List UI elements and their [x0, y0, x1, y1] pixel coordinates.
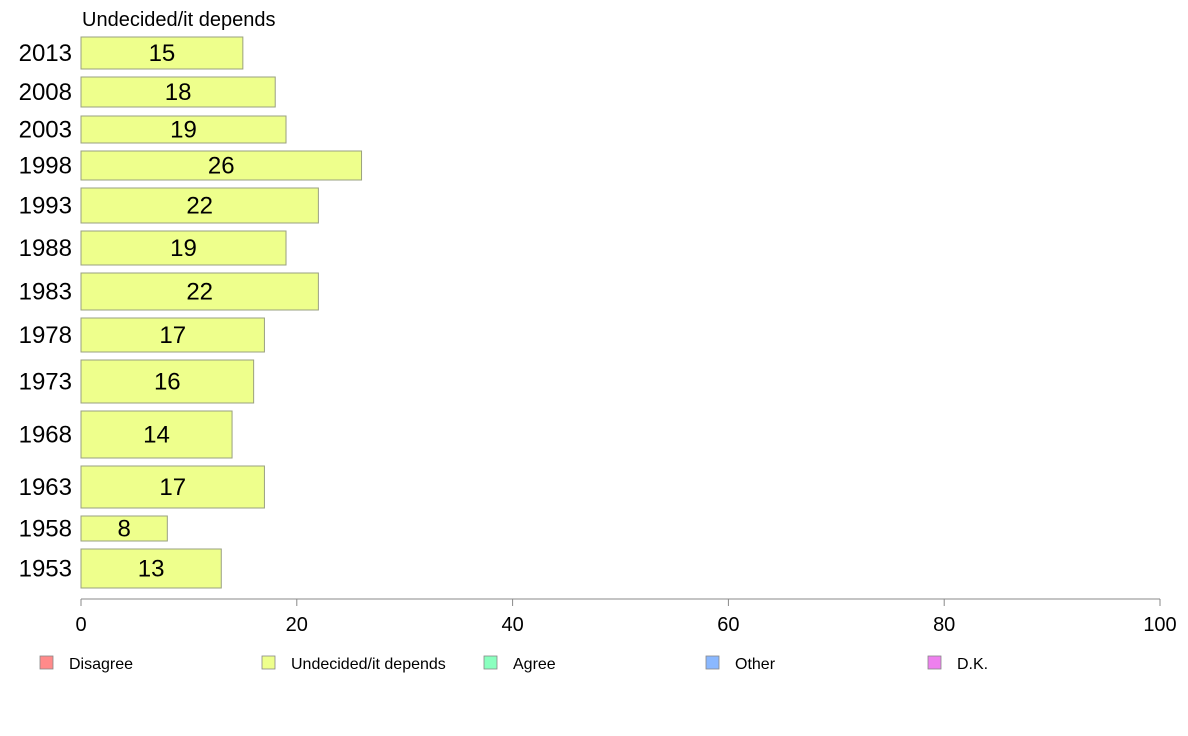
x-tick-label-20: 20: [286, 614, 308, 636]
bar-2008: [80, 76, 276, 108]
bar-value-label-1968: 14: [143, 422, 170, 449]
x-tick-label-80: 80: [933, 614, 955, 636]
bar-1988: [80, 230, 287, 266]
y-tick-label-2003: 2003: [19, 117, 72, 144]
y-tick-label-1973: 1973: [19, 369, 72, 396]
bar-value-label-2013: 15: [149, 40, 176, 67]
y-tick-label-1963: 1963: [19, 474, 72, 501]
bar-1973: [80, 359, 255, 404]
legend-label-undecided-it-depends: Undecided/it depends: [291, 656, 446, 673]
y-tick-label-1993: 1993: [19, 193, 72, 220]
y-tick-label-1998: 1998: [19, 153, 72, 180]
bar-value-label-1998: 26: [208, 153, 235, 180]
y-tick-label-1983: 1983: [19, 279, 72, 306]
legend-swatch-d-k: [927, 655, 942, 670]
y-tick-label-1988: 1988: [19, 235, 72, 262]
bar-value-label-1958: 8: [117, 516, 130, 543]
x-tick-label-60: 60: [717, 614, 739, 636]
y-tick-label-1953: 1953: [19, 556, 72, 583]
x-tick-label-100: 100: [1143, 614, 1176, 636]
bar-1968: [80, 410, 233, 459]
y-tick-label-2008: 2008: [19, 79, 72, 106]
x-tick-label-0: 0: [75, 614, 86, 636]
bar-1963: [80, 465, 265, 509]
bar-1958: [80, 515, 168, 542]
legend-swatch-undecided-it-depends: [261, 655, 276, 670]
y-tick-label-1978: 1978: [19, 322, 72, 349]
bars-group: 15 2013 18 2008 19 2003 26 1998 22 1993 19 1988 22 19…: [19, 36, 363, 589]
legend-swatch-disagree: [39, 655, 54, 670]
legend-swatch-agree: [483, 655, 498, 670]
legend: Disagree Undecided/it depends Agree Other D.…: [39, 655, 988, 673]
bar-2013: [80, 36, 244, 70]
bar-1983: [80, 272, 319, 311]
bar-value-label-2003: 19: [170, 117, 197, 144]
y-tick-label-1958: 1958: [19, 516, 72, 543]
bar-1998: [80, 150, 363, 181]
legend-label-d-k: D.K.: [957, 656, 988, 673]
x-tick-label-40: 40: [501, 614, 523, 636]
bar-1993: [80, 187, 319, 224]
chart-title: Undecided/it depends: [82, 9, 275, 31]
bar-value-label-1978: 17: [159, 322, 186, 349]
bar-1953: [80, 548, 222, 589]
bar-value-label-1973: 16: [154, 369, 181, 396]
y-tick-label-1968: 1968: [19, 422, 72, 449]
bar-value-label-1988: 19: [170, 235, 197, 262]
y-tick-label-2013: 2013: [19, 40, 72, 67]
bar-value-label-1963: 17: [159, 474, 186, 501]
bar-value-label-1983: 22: [186, 279, 213, 306]
legend-label-agree: Agree: [513, 656, 556, 673]
bar-value-label-2008: 18: [165, 79, 192, 106]
bar-1978: [80, 317, 265, 353]
legend-swatch-other: [705, 655, 720, 670]
legend-label-disagree: Disagree: [69, 656, 133, 673]
bar-2003: [80, 115, 287, 144]
bar-value-label-1993: 22: [186, 193, 213, 220]
bar-value-label-1953: 13: [138, 556, 165, 583]
x-axis: 0 20 40 60 80 100: [75, 598, 1177, 636]
legend-label-other: Other: [735, 656, 776, 673]
